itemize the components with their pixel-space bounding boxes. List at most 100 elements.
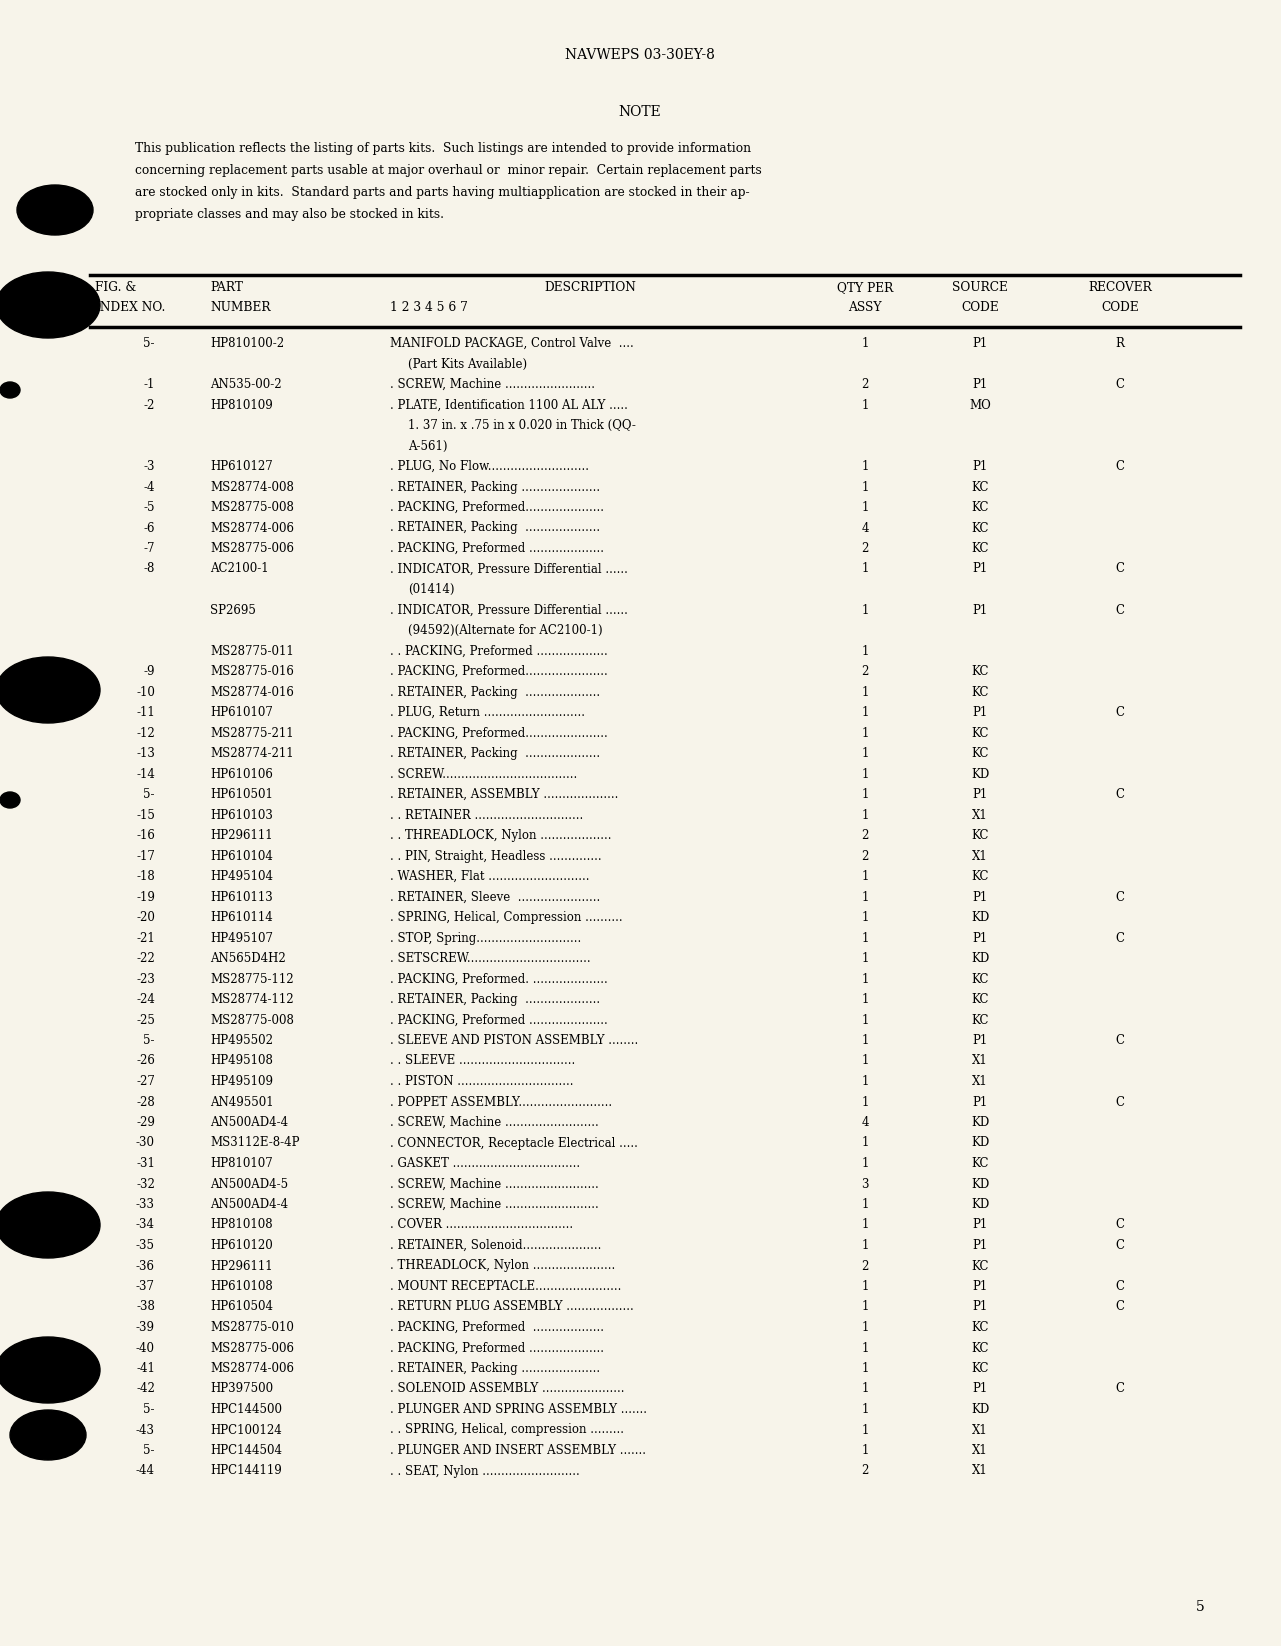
Text: P1: P1	[972, 1300, 988, 1314]
Text: KC: KC	[971, 726, 989, 739]
Text: X1: X1	[972, 1465, 988, 1478]
Text: . SOLENOID ASSEMBLY ......................: . SOLENOID ASSEMBLY ....................…	[389, 1383, 625, 1396]
Text: 2: 2	[861, 830, 869, 843]
Text: . RETAINER, Packing .....................: . RETAINER, Packing ....................…	[389, 1361, 600, 1374]
Text: -40: -40	[136, 1341, 155, 1355]
Text: -8: -8	[143, 563, 155, 576]
Text: . SCREW, Machine .........................: . SCREW, Machine .......................…	[389, 1177, 598, 1190]
Text: 2: 2	[861, 665, 869, 678]
Text: -23: -23	[136, 973, 155, 986]
Text: -16: -16	[136, 830, 155, 843]
Text: 1: 1	[861, 645, 869, 657]
Text: P1: P1	[972, 604, 988, 617]
Text: (Part Kits Available): (Part Kits Available)	[409, 357, 526, 370]
Text: -4: -4	[143, 481, 155, 494]
Text: HP610113: HP610113	[210, 890, 273, 904]
Text: HP495502: HP495502	[210, 1034, 273, 1047]
Text: 1: 1	[861, 1075, 869, 1088]
Text: 5-: 5-	[143, 1444, 155, 1457]
Text: P1: P1	[972, 788, 988, 802]
Text: ASSY: ASSY	[848, 301, 881, 314]
Text: . PLUNGER AND SPRING ASSEMBLY .......: . PLUNGER AND SPRING ASSEMBLY .......	[389, 1402, 647, 1416]
Text: MS28774-211: MS28774-211	[210, 747, 293, 760]
Text: 2: 2	[861, 849, 869, 863]
Text: 5-: 5-	[143, 1034, 155, 1047]
Text: P1: P1	[972, 1218, 988, 1231]
Text: . PLUG, No Flow...........................: . PLUG, No Flow.........................…	[389, 459, 589, 472]
Text: KD: KD	[971, 1116, 989, 1129]
Text: P1: P1	[972, 379, 988, 392]
Text: -37: -37	[136, 1281, 155, 1294]
Text: -28: -28	[136, 1096, 155, 1108]
Text: HP810108: HP810108	[210, 1218, 273, 1231]
Text: . MOUNT RECEPTACLE.......................: . MOUNT RECEPTACLE......................…	[389, 1281, 621, 1294]
Text: -39: -39	[136, 1322, 155, 1333]
Text: 1: 1	[861, 726, 869, 739]
Text: 2: 2	[861, 1259, 869, 1272]
Text: 1: 1	[861, 1424, 869, 1437]
Text: . SCREW....................................: . SCREW.................................…	[389, 767, 578, 780]
Text: MS28775-112: MS28775-112	[210, 973, 293, 986]
Text: C: C	[1116, 563, 1125, 576]
Text: 3: 3	[861, 1177, 869, 1190]
Text: -11: -11	[136, 706, 155, 719]
Text: KC: KC	[971, 1014, 989, 1027]
Text: HP610106: HP610106	[210, 767, 273, 780]
Text: INDEX NO.: INDEX NO.	[95, 301, 165, 314]
Text: 1: 1	[861, 706, 869, 719]
Text: AN500AD4-4: AN500AD4-4	[210, 1198, 288, 1211]
Text: . SETSCREW.................................: . SETSCREW..............................…	[389, 951, 591, 965]
Text: 1: 1	[861, 932, 869, 945]
Text: -26: -26	[136, 1055, 155, 1068]
Text: HPC100124: HPC100124	[210, 1424, 282, 1437]
Text: (01414): (01414)	[409, 583, 455, 596]
Text: 5-: 5-	[143, 788, 155, 802]
Text: . PACKING, Preformed ....................: . PACKING, Preformed ...................…	[389, 1341, 605, 1355]
Text: HP810107: HP810107	[210, 1157, 273, 1170]
Text: KC: KC	[971, 665, 989, 678]
Text: HP610114: HP610114	[210, 910, 273, 923]
Text: KC: KC	[971, 481, 989, 494]
Text: . STOP, Spring............................: . STOP, Spring..........................…	[389, 932, 582, 945]
Text: X1: X1	[972, 808, 988, 821]
Text: P1: P1	[972, 1034, 988, 1047]
Text: . GASKET ..................................: . GASKET ...............................…	[389, 1157, 580, 1170]
Text: 1: 1	[861, 604, 869, 617]
Text: HP610127: HP610127	[210, 459, 273, 472]
Text: C: C	[1116, 459, 1125, 472]
Text: HP610104: HP610104	[210, 849, 273, 863]
Text: . RETAINER, Sleeve  ......................: . RETAINER, Sleeve .....................…	[389, 890, 601, 904]
Ellipse shape	[0, 382, 20, 398]
Text: KC: KC	[971, 871, 989, 882]
Text: MS28775-006: MS28775-006	[210, 542, 295, 555]
Text: . SPRING, Helical, Compression ..........: . SPRING, Helical, Compression .........…	[389, 910, 623, 923]
Text: . PLATE, Identification 1100 AL ALY .....: . PLATE, Identification 1100 AL ALY ....…	[389, 398, 628, 412]
Text: HP610103: HP610103	[210, 808, 273, 821]
Text: KC: KC	[971, 973, 989, 986]
Text: 1: 1	[861, 1239, 869, 1253]
Text: . PACKING, Preformed  ...................: . PACKING, Preformed ...................	[389, 1322, 605, 1333]
Text: QTY PER: QTY PER	[836, 281, 893, 295]
Text: 1: 1	[861, 337, 869, 351]
Text: HP810100-2: HP810100-2	[210, 337, 284, 351]
Text: -18: -18	[136, 871, 155, 882]
Text: -3: -3	[143, 459, 155, 472]
Text: 1: 1	[861, 1444, 869, 1457]
Text: C: C	[1116, 1034, 1125, 1047]
Text: . PACKING, Preformed.....................: . PACKING, Preformed....................…	[389, 500, 605, 514]
Text: -36: -36	[136, 1259, 155, 1272]
Text: KD: KD	[971, 767, 989, 780]
Text: P1: P1	[972, 932, 988, 945]
Text: P1: P1	[972, 1281, 988, 1294]
Text: RECOVER: RECOVER	[1088, 281, 1152, 295]
Ellipse shape	[17, 184, 94, 235]
Text: . . SPRING, Helical, compression .........: . . SPRING, Helical, compression .......…	[389, 1424, 624, 1437]
Text: -24: -24	[136, 993, 155, 1006]
Text: . . PACKING, Preformed ...................: . . PACKING, Preformed .................…	[389, 645, 607, 657]
Text: -38: -38	[136, 1300, 155, 1314]
Text: 5: 5	[1195, 1600, 1204, 1615]
Text: KC: KC	[971, 1341, 989, 1355]
Text: 1: 1	[861, 993, 869, 1006]
Text: -5: -5	[143, 500, 155, 514]
Text: . PLUG, Return ...........................: . PLUG, Return .........................…	[389, 706, 585, 719]
